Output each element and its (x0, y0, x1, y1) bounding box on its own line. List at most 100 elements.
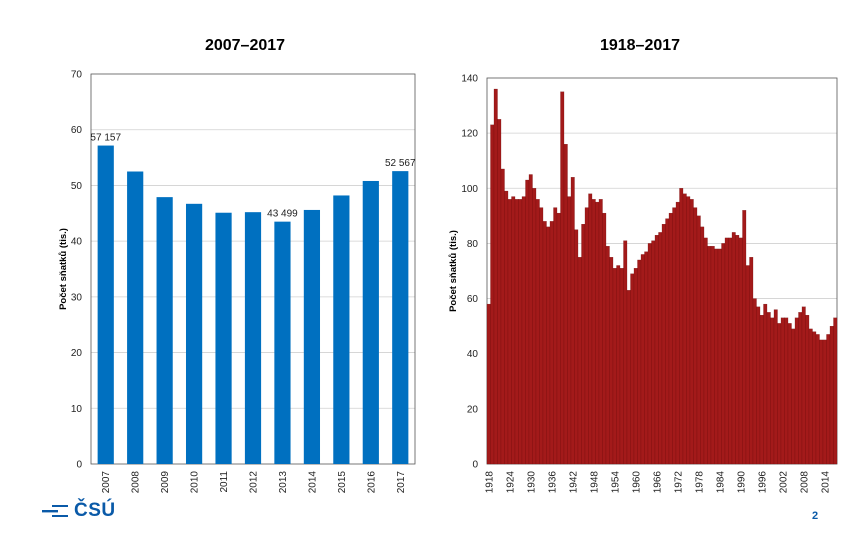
bar (637, 259, 642, 465)
bar (616, 265, 621, 465)
chart-1918-2017: 1918–2017 0 20 40 60 80 100 120 140 1918 1924 193… (448, 37, 838, 494)
bar (763, 303, 768, 465)
bar (654, 235, 659, 465)
y-axis-ticks: 0 20 40 60 80 100 120 140 (461, 74, 478, 471)
bar (633, 268, 638, 465)
bar (185, 203, 203, 465)
bar (588, 193, 593, 465)
bar (777, 323, 782, 465)
data-label: 52 567 (385, 158, 416, 169)
bar (560, 91, 565, 465)
bar (770, 317, 775, 465)
bar (749, 257, 754, 465)
bar (563, 144, 568, 465)
x-tick-label: 1948 (589, 471, 600, 494)
bar (623, 240, 628, 465)
y-tick-label: 20 (71, 348, 83, 359)
bar (574, 229, 579, 465)
x-tick-label: 1942 (568, 471, 579, 494)
csu-logo: ČSÚ (42, 500, 116, 522)
bar (612, 268, 617, 465)
bar (602, 212, 607, 465)
bar (833, 317, 838, 465)
bar (605, 246, 610, 465)
bar (97, 145, 114, 464)
bar (717, 248, 722, 465)
bar (686, 196, 691, 465)
bar (696, 215, 701, 465)
bar (156, 197, 173, 464)
y-tick-label: 0 (472, 460, 478, 471)
x-tick-label: 2016 (366, 471, 377, 494)
y-axis-label: Počet sňatků (tis.) (448, 230, 459, 312)
x-tick-label: 2008 (799, 471, 810, 494)
y-tick-label: 100 (461, 184, 478, 195)
bar (362, 180, 379, 464)
logo-text: ČSÚ (74, 500, 116, 521)
bar (274, 221, 291, 464)
bar (619, 268, 624, 465)
x-tick-label: 1996 (757, 471, 768, 494)
data-label: 43 499 (267, 209, 298, 220)
bar (514, 199, 519, 465)
bar (724, 237, 729, 465)
bar-series (486, 88, 838, 465)
x-tick-label: 2012 (249, 471, 260, 494)
bar (581, 224, 586, 465)
chart-title: 1918–2017 (600, 37, 680, 54)
bar (518, 199, 523, 465)
bar (815, 334, 820, 465)
bar (303, 209, 321, 464)
bar (738, 237, 743, 465)
bar (626, 290, 631, 465)
bar (546, 226, 551, 465)
bar (244, 212, 262, 464)
logo-lines-icon (42, 505, 68, 517)
bar (640, 254, 645, 465)
x-tick-label: 1990 (736, 471, 747, 494)
bar (791, 328, 796, 465)
bar (787, 323, 792, 465)
bar (647, 243, 652, 465)
x-tick-label: 2014 (307, 471, 318, 494)
x-tick-label: 1924 (505, 471, 516, 494)
y-tick-label: 140 (461, 74, 478, 85)
bar (535, 199, 540, 465)
y-tick-label: 20 (467, 404, 479, 415)
bar (497, 119, 502, 465)
bar (703, 237, 708, 465)
bar (731, 232, 736, 465)
bar (721, 243, 726, 465)
bar (710, 246, 715, 465)
bar (812, 331, 817, 465)
y-tick-label: 50 (71, 181, 83, 192)
bar (553, 207, 558, 465)
bar (693, 207, 698, 465)
bar (507, 199, 512, 465)
bar (801, 306, 806, 465)
bar (773, 309, 778, 465)
x-tick-label: 2002 (778, 471, 789, 494)
bar (504, 190, 509, 465)
bar (756, 306, 761, 465)
x-tick-label: 1978 (694, 471, 705, 494)
chart-2007-2017: 2007–2017 57 157 43 499 52 567 0 10 20 30 40 50… (58, 37, 416, 493)
bar (539, 207, 544, 465)
x-tick-label: 1966 (652, 471, 663, 494)
x-tick-label: 2013 (278, 471, 289, 494)
bar (570, 177, 575, 465)
bar (584, 207, 589, 465)
bar (525, 179, 530, 465)
y-axis-label: Počet sňatků (tis.) (58, 228, 69, 310)
bar (595, 201, 600, 465)
x-tick-label: 1972 (673, 471, 684, 494)
bar (591, 199, 596, 465)
x-axis-ticks: 1918 1924 1930 1936 1942 1948 1954 1960 1966 1972… (484, 471, 831, 494)
bar (682, 193, 687, 465)
y-tick-label: 40 (71, 237, 83, 248)
bar (829, 326, 834, 465)
page-number: 2 (812, 510, 819, 522)
y-axis-ticks: 0 10 20 30 40 50 60 70 (71, 70, 83, 471)
bar (714, 248, 719, 465)
